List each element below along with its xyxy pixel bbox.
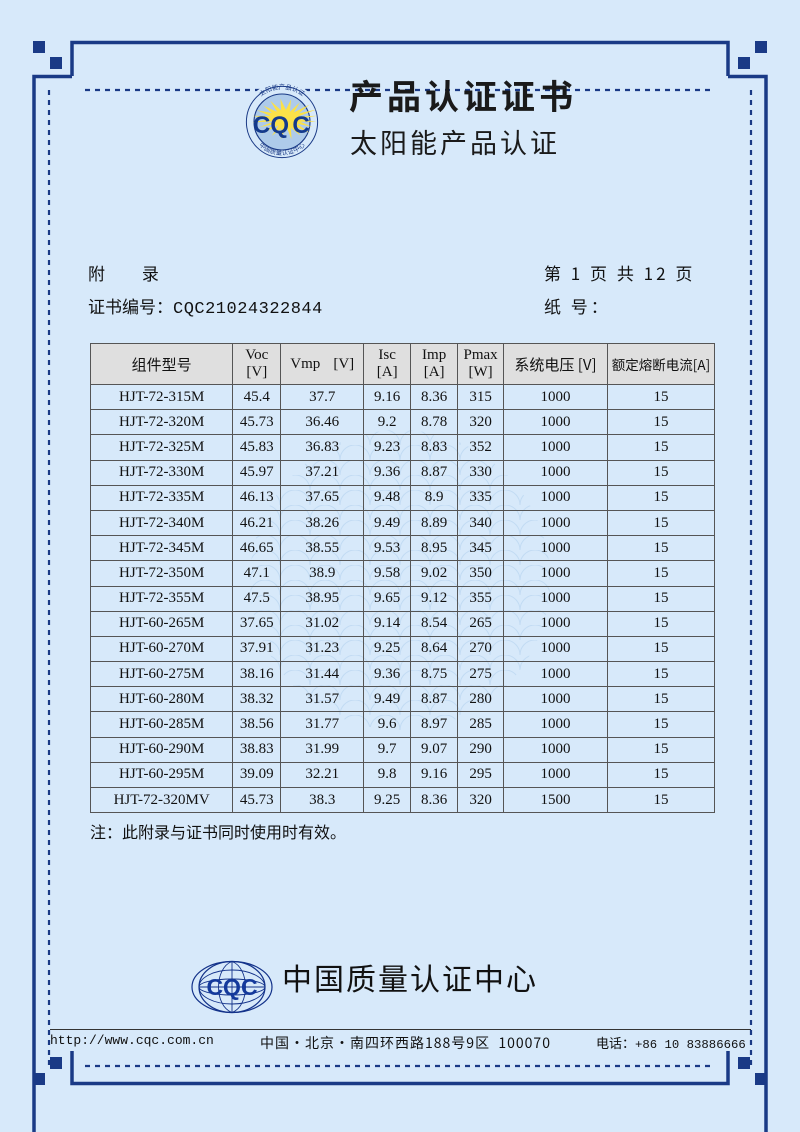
svg-text:C Q C: C Q C: [253, 112, 310, 139]
svg-text:CQC: CQC: [206, 974, 257, 1000]
